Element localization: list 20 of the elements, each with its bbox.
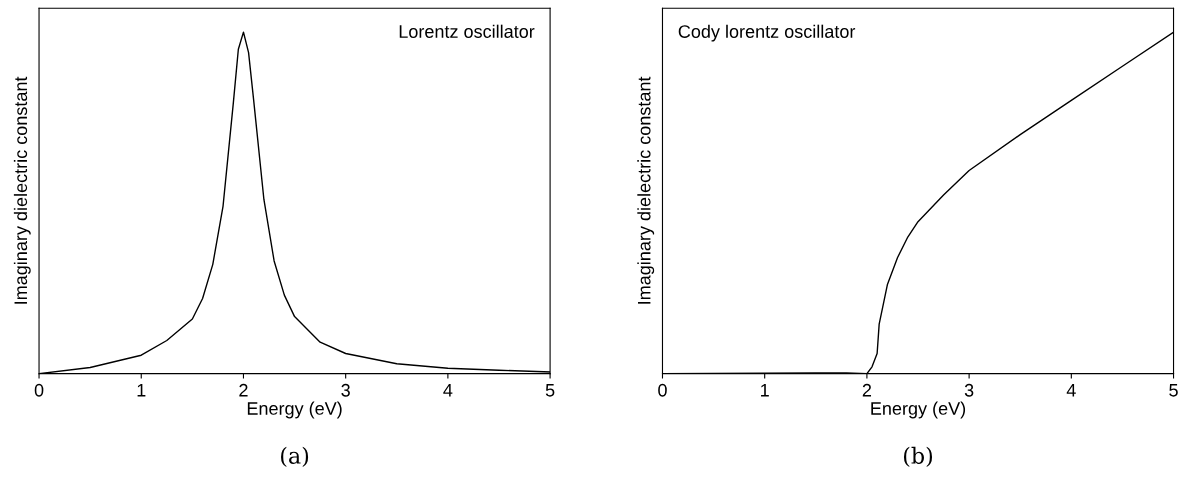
y-axis-title: Imaginary dielectric constant [13, 76, 31, 304]
x-tick-label: 1 [137, 384, 146, 397]
x-axis-title: Energy (eV) [247, 401, 342, 419]
x-tick-label: 5 [1169, 384, 1178, 397]
x-tick-label: 2 [239, 383, 248, 397]
x-tick-label: 0 [34, 383, 44, 397]
chart-title: Lorentz oscillator [399, 24, 535, 38]
y-axis-title: Imaginary dielectric constant [637, 76, 655, 304]
x-tick-label: 4 [1066, 384, 1076, 397]
chart-title: Cody lorentz oscillator [678, 24, 856, 42]
x-tick-label: 4 [443, 384, 453, 397]
x-tick-label: 3 [341, 383, 350, 397]
x-tick-label: 5 [545, 384, 555, 397]
x-tick-label: 1 [761, 384, 769, 397]
text: (a) [281, 446, 309, 468]
x-tick-label: 2 [862, 383, 872, 397]
text: (b) [903, 446, 933, 468]
x-axis-title: Energy (eV) [871, 401, 966, 419]
x-tick-label: 0 [658, 383, 667, 397]
x-tick-label: 3 [964, 383, 974, 397]
